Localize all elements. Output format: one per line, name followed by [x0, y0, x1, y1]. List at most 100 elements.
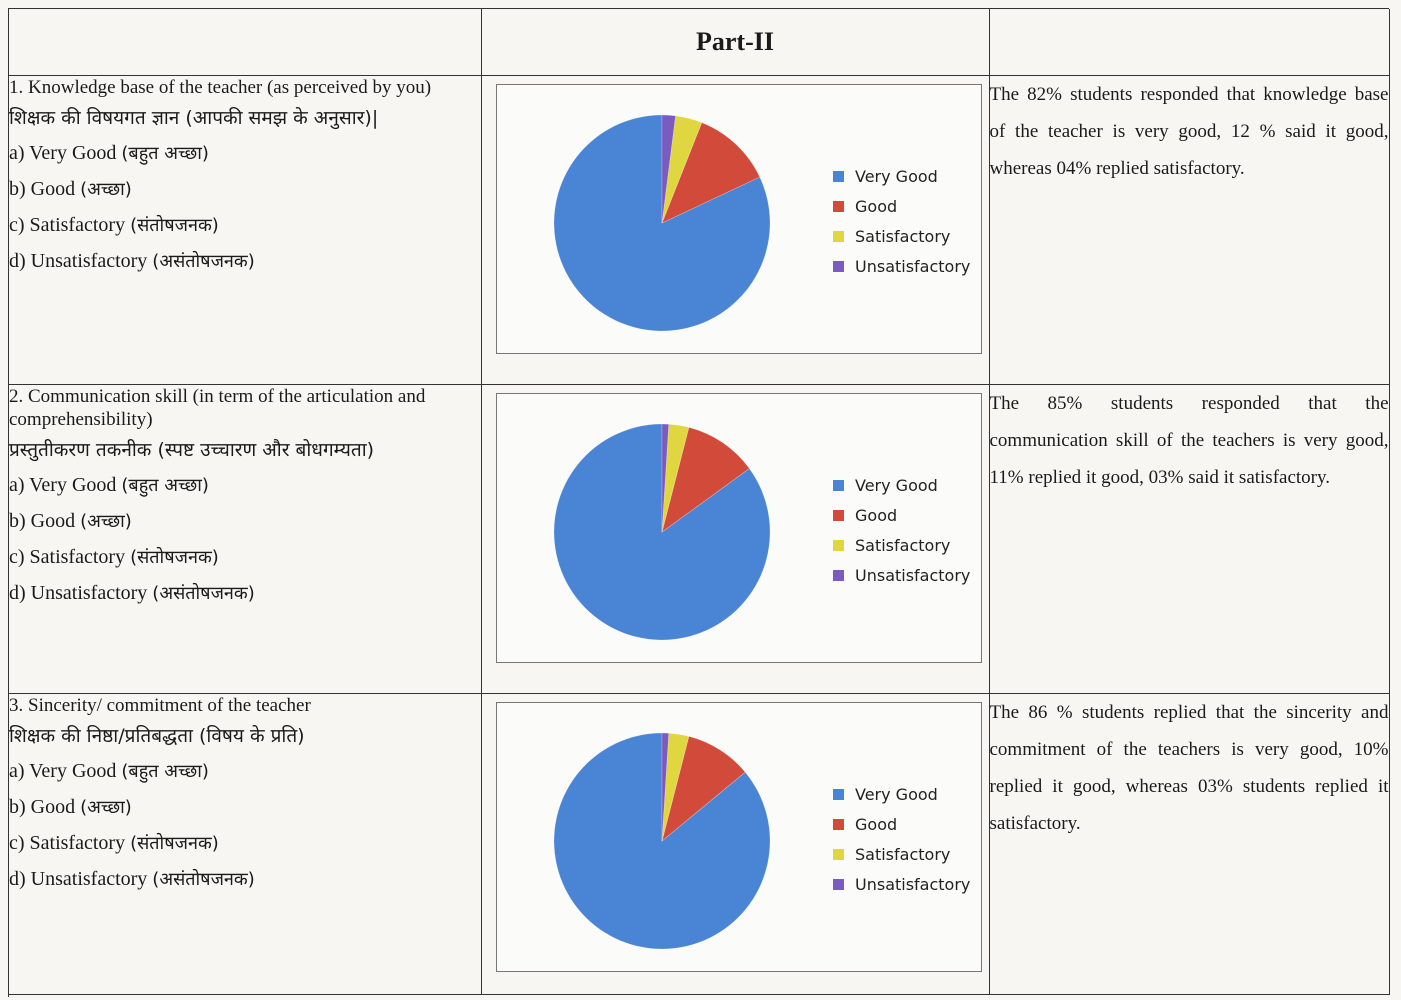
option-hindi: (संतोषजनक)	[130, 833, 219, 854]
question-title: 3. Sincerity/ commitment of the teacher	[9, 695, 311, 716]
option-hindi: (संतोषजनक)	[130, 215, 219, 236]
legend-item-very-good: Very Good	[832, 785, 938, 804]
legend-label: Satisfactory	[855, 845, 950, 864]
pie-slice-satisfactory	[661, 732, 689, 842]
option-item: d) Unsatisfactory (असंतोषजनक)	[9, 243, 481, 279]
option-label: b) Good	[9, 510, 76, 532]
question-cell: 2. Communication skill (in term of the a…	[9, 384, 482, 694]
option-item: d) Unsatisfactory (असंतोषजनक)	[9, 575, 481, 611]
legend-swatch	[832, 540, 844, 551]
legend-item-good: Good	[832, 506, 897, 525]
option-item: b) Good (अच्छा)	[9, 789, 481, 825]
option-label: b) Good	[9, 796, 76, 818]
pie-chart-frame: Very Good Good Satisfactory Unsatisfactory	[495, 84, 982, 354]
option-hindi: (बहुत अच्छा)	[121, 143, 209, 164]
survey-table: Part-II 1. Knowledge base of the teacher…	[9, 9, 1390, 995]
legend-swatch	[832, 171, 844, 182]
pie-slice-very-good	[553, 732, 770, 950]
option-item: c) Satisfactory (संतोषजनक)	[9, 539, 481, 575]
legend-label: Unsatisfactory	[855, 875, 970, 894]
pie-slice-unsatisfactory	[661, 732, 669, 842]
option-item: a) Very Good (बहुत अच्छा)	[9, 753, 481, 789]
pie-chart-frame: Very Good Good Satisfactory Unsatisfactory	[495, 393, 982, 663]
pie-slice-satisfactory	[661, 115, 702, 224]
question-hindi: प्रस्तुतीकरण तकनीक (स्पष्ट उच्चारण और बो…	[9, 439, 375, 461]
question-hindi: शिक्षक की विषयगत ज्ञान (आपकी समझ के अनुस…	[9, 107, 379, 129]
option-label: d) Unsatisfactory	[9, 868, 148, 890]
comment-cell: The 82% students responded that knowledg…	[989, 75, 1390, 385]
question-cell: 3. Sincerity/ commitment of the teacher …	[9, 693, 482, 995]
legend-swatch	[832, 789, 844, 800]
pie-chart: Very Good Good Satisfactory Unsatisfactory	[553, 423, 970, 641]
option-item: b) Good (अच्छा)	[9, 171, 481, 207]
comment-text: The 82% students responded that knowledg…	[989, 84, 1389, 179]
question-title: 2. Communication skill (in term of the a…	[9, 386, 426, 430]
chart-cell: Very Good Good Satisfactory Unsatisfactory	[481, 75, 990, 385]
legend-swatch	[832, 879, 844, 890]
question-title: 1. Knowledge base of the teacher (as per…	[9, 77, 432, 98]
comment-text: The 85% students responded that the comm…	[989, 393, 1389, 488]
legend-label: Good	[855, 815, 897, 834]
legend-item-very-good: Very Good	[832, 476, 938, 495]
legend-swatch	[832, 480, 844, 491]
question-row: 1. Knowledge base of the teacher (as per…	[9, 75, 1390, 385]
option-label: d) Unsatisfactory	[9, 582, 148, 604]
option-hindi: (अच्छा)	[80, 511, 132, 532]
pie-chart: Very Good Good Satisfactory Unsatisfactory	[553, 114, 970, 332]
option-hindi: (बहुत अच्छा)	[121, 475, 209, 496]
part-title: Part-II	[696, 27, 774, 56]
pie-slice-very-good	[553, 114, 770, 332]
option-item: a) Very Good (बहुत अच्छा)	[9, 135, 481, 171]
legend-label: Good	[855, 197, 897, 216]
option-label: c) Satisfactory	[9, 214, 126, 236]
legend-item-unsatisfactory: Unsatisfactory	[832, 257, 970, 276]
option-label: a) Very Good	[9, 474, 117, 496]
header-row: Part-II	[9, 9, 1390, 76]
legend-label: Unsatisfactory	[855, 257, 970, 276]
survey-sheet: Part-II 1. Knowledge base of the teacher…	[8, 8, 1390, 997]
chart-cell: Very Good Good Satisfactory Unsatisfactory	[481, 384, 990, 694]
option-label: b) Good	[9, 178, 76, 200]
legend-swatch	[832, 261, 844, 272]
option-label: a) Very Good	[9, 142, 117, 164]
legend-label: Very Good	[855, 167, 938, 186]
option-hindi: (असंतोषजनक)	[152, 869, 255, 890]
pie-slice-good	[660, 122, 760, 224]
legend-swatch	[832, 510, 844, 521]
legend-label: Satisfactory	[855, 536, 950, 555]
option-item: d) Unsatisfactory (असंतोषजनक)	[9, 861, 481, 897]
legend-item-unsatisfactory: Unsatisfactory	[832, 875, 970, 894]
header-title-cell: Part-II	[481, 9, 990, 76]
legend-item-satisfactory: Satisfactory	[832, 227, 950, 246]
option-hindi: (असंतोषजनक)	[152, 251, 255, 272]
legend-label: Very Good	[855, 785, 938, 804]
legend-swatch	[832, 819, 844, 830]
pie-slice-satisfactory	[661, 423, 689, 533]
legend-label: Unsatisfactory	[855, 566, 970, 585]
chart-cell: Very Good Good Satisfactory Unsatisfactory	[481, 693, 990, 995]
option-hindi: (बहुत अच्छा)	[121, 761, 209, 782]
comment-cell: The 86 % students replied that the since…	[989, 693, 1390, 995]
legend-item-satisfactory: Satisfactory	[832, 845, 950, 864]
option-item: c) Satisfactory (संतोषजनक)	[9, 825, 481, 861]
legend-label: Very Good	[855, 476, 938, 495]
option-label: d) Unsatisfactory	[9, 250, 148, 272]
pie-chart: Very Good Good Satisfactory Unsatisfactory	[553, 732, 970, 950]
option-hindi: (अच्छा)	[80, 179, 132, 200]
question-hindi: शिक्षक की निष्ठा/प्रतिबद्धता (विषय के प्…	[9, 725, 305, 747]
legend-label: Good	[855, 506, 897, 525]
legend-label: Satisfactory	[855, 227, 950, 246]
comment-cell: The 85% students responded that the comm…	[989, 384, 1390, 694]
pie-slice-unsatisfactory	[661, 423, 669, 533]
option-label: c) Satisfactory	[9, 832, 126, 854]
option-item: a) Very Good (बहुत अच्छा)	[9, 467, 481, 503]
pie-chart-frame: Very Good Good Satisfactory Unsatisfactory	[495, 702, 982, 972]
option-item: c) Satisfactory (संतोषजनक)	[9, 207, 481, 243]
pie-slice-good	[661, 427, 750, 533]
pie-slice-unsatisfactory	[661, 114, 676, 224]
legend-item-good: Good	[832, 197, 897, 216]
question-row: 2. Communication skill (in term of the a…	[9, 384, 1390, 694]
legend-item-unsatisfactory: Unsatisfactory	[832, 566, 970, 585]
pie-slice-good	[660, 736, 746, 842]
option-hindi: (अच्छा)	[80, 797, 132, 818]
